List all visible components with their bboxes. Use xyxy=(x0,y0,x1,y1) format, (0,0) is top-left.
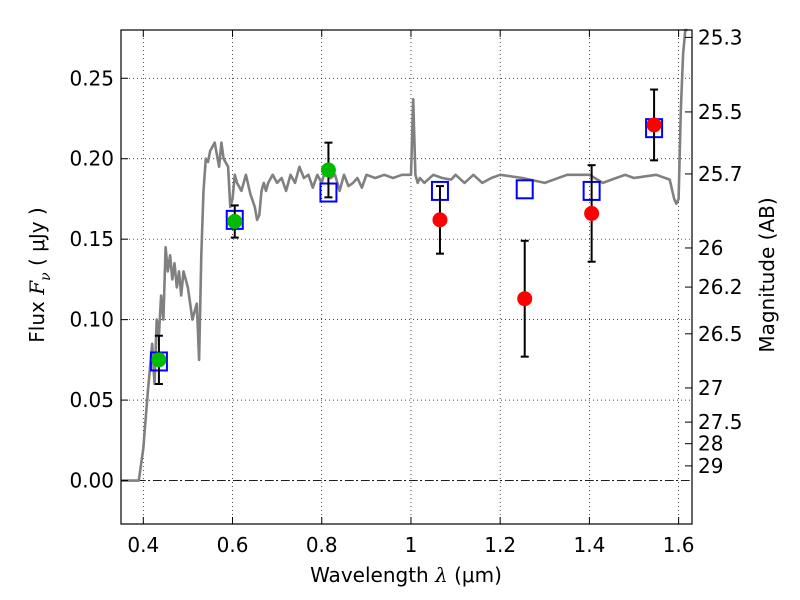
x-axis-title: Wavelength λ (μm) xyxy=(310,563,502,587)
y-axis-label: Flux xyxy=(25,301,49,343)
mag-tick-label: 29 xyxy=(698,454,723,478)
mag-tick-label: 26 xyxy=(698,236,723,260)
photometry-point xyxy=(320,162,336,178)
mag-tick-label: 25.5 xyxy=(698,100,743,124)
photometry-point xyxy=(227,213,243,229)
mag-tick-label: 26.2 xyxy=(698,275,743,299)
y-tick-label: 0.00 xyxy=(69,469,114,493)
photometry-point xyxy=(432,212,448,228)
y-axis-unit: ( μJy ) xyxy=(25,207,49,266)
x-tick-label: 0.6 xyxy=(217,533,249,557)
mag-tick-label: 27 xyxy=(698,376,723,400)
x-axis-symbol: λ xyxy=(434,563,448,587)
model-sed-line xyxy=(121,28,688,482)
x-axis-unit: (μm) xyxy=(454,563,502,587)
mag-tick-label: 27.5 xyxy=(698,410,743,434)
x-tick-label: 0.4 xyxy=(127,533,159,557)
mag-tick-label: 28 xyxy=(698,432,723,456)
y-tick-label: 0.25 xyxy=(69,66,114,90)
mag-tick-label: 25.3 xyxy=(698,25,743,49)
y-axis-subscript: ν xyxy=(38,272,54,281)
y-tick-label: 0.20 xyxy=(69,147,114,171)
y-tick-label: 0.15 xyxy=(69,227,114,251)
photometry-layer xyxy=(149,88,664,386)
photometry-point xyxy=(584,205,600,221)
x-tick-label: 1 xyxy=(405,533,418,557)
y-tick-label: 0.10 xyxy=(69,308,114,332)
x-tick-label: 1.4 xyxy=(573,533,605,557)
x-tick-label: 0.8 xyxy=(306,533,338,557)
y-tick-label: 0.05 xyxy=(69,388,114,412)
y-axis-title: Flux Fν ( μJy ) xyxy=(25,207,55,342)
model-sed-layer xyxy=(121,28,688,482)
x-axis-label: Wavelength xyxy=(310,563,429,587)
photometry-point xyxy=(151,352,167,368)
photometry-point xyxy=(646,117,662,133)
plot-frame xyxy=(120,29,693,525)
y2-axis-title: Magnitude (AB) xyxy=(755,197,779,352)
photometry-point xyxy=(517,291,533,307)
grid xyxy=(121,30,692,524)
model-photometry-square xyxy=(515,179,534,200)
mag-tick-label: 26.5 xyxy=(698,322,743,346)
ticks: 0.4 0.6 0.8 1 1.2 1.4 1.6 0.00 0.05 0.10 0.15 0.20 0… xyxy=(69,25,742,557)
x-tick-label: 1.6 xyxy=(663,533,695,557)
y-axis-symbol: F xyxy=(25,280,49,296)
mag-tick-label: 25.7 xyxy=(698,162,743,186)
x-tick-label: 1.2 xyxy=(484,533,516,557)
